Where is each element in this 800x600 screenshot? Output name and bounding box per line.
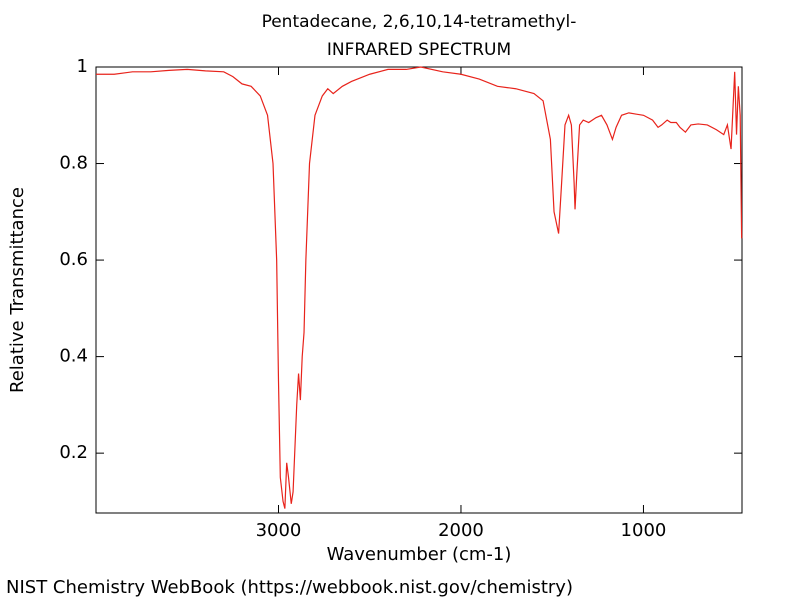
x-tick-label: 2000: [438, 520, 484, 541]
chart-subtitle: INFRARED SPECTRUM: [327, 40, 511, 60]
y-tick-label: 0.8: [59, 153, 88, 174]
y-tick-label: 0.4: [59, 346, 88, 367]
x-axis-label: Wavenumber (cm-1): [327, 544, 512, 565]
chart-title: Pentadecane, 2,6,10,14-tetramethyl-: [262, 12, 577, 32]
y-axis-label: Relative Transmittance: [7, 187, 28, 393]
x-tick-label: 3000: [256, 520, 302, 541]
y-tick-label: 1: [77, 56, 88, 77]
plot-frame: [95, 66, 743, 514]
y-tick-label: 0.2: [59, 442, 88, 463]
x-tick-label: 1000: [621, 520, 667, 541]
y-tick-label: 0.6: [59, 249, 88, 270]
footer: NIST Chemistry WebBook (https://webbook.…: [6, 577, 573, 598]
spectrum-line: [96, 66, 743, 509]
